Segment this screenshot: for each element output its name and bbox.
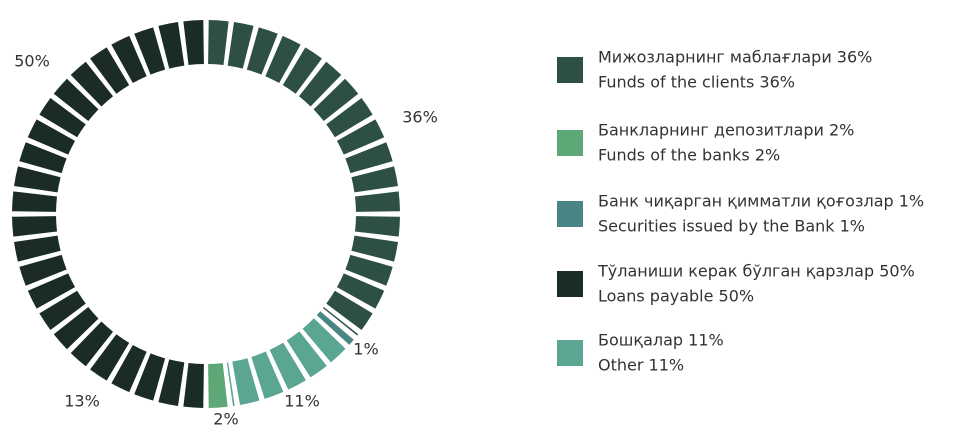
- value-label: 36%: [402, 108, 438, 127]
- legend-swatch: [557, 340, 583, 366]
- donut-segment: [316, 311, 354, 345]
- legend-swatch: [557, 201, 583, 227]
- donut-segment: [208, 20, 400, 336]
- legend-label: Бошқалар 11%: [598, 331, 724, 350]
- legend-swatch: [557, 57, 583, 83]
- donut-segment: [208, 363, 228, 408]
- value-label: 1%: [353, 340, 378, 359]
- value-label: 11%: [284, 392, 320, 411]
- legend-label-en: Securities issued by the Bank 1%: [598, 217, 865, 236]
- legend-label: Тўланиши керак бўлган қарзлар 50%: [597, 262, 915, 281]
- legend-swatch: [557, 130, 583, 156]
- legend-label-en: Funds of the banks 2%: [598, 146, 780, 165]
- donut-segment: [226, 318, 346, 407]
- value-label: 2%: [213, 410, 238, 429]
- donut-segment: [12, 20, 204, 408]
- legend-label: Банкларнинг депозитлари 2%: [598, 121, 854, 140]
- legend-label: Мижозларнинг маблағлари 36%: [598, 48, 872, 67]
- legend-label-en: Funds of the clients 36%: [598, 73, 795, 92]
- legend-label-en: Other 11%: [598, 356, 684, 375]
- legend-label-en: Loans payable 50%: [598, 287, 754, 306]
- value-label: 50%: [14, 52, 50, 71]
- legend-swatch: [557, 271, 583, 297]
- annotation: 13%: [64, 392, 100, 411]
- legend-label: Банк чиқарган қимматли қоғозлар 1%: [598, 192, 924, 211]
